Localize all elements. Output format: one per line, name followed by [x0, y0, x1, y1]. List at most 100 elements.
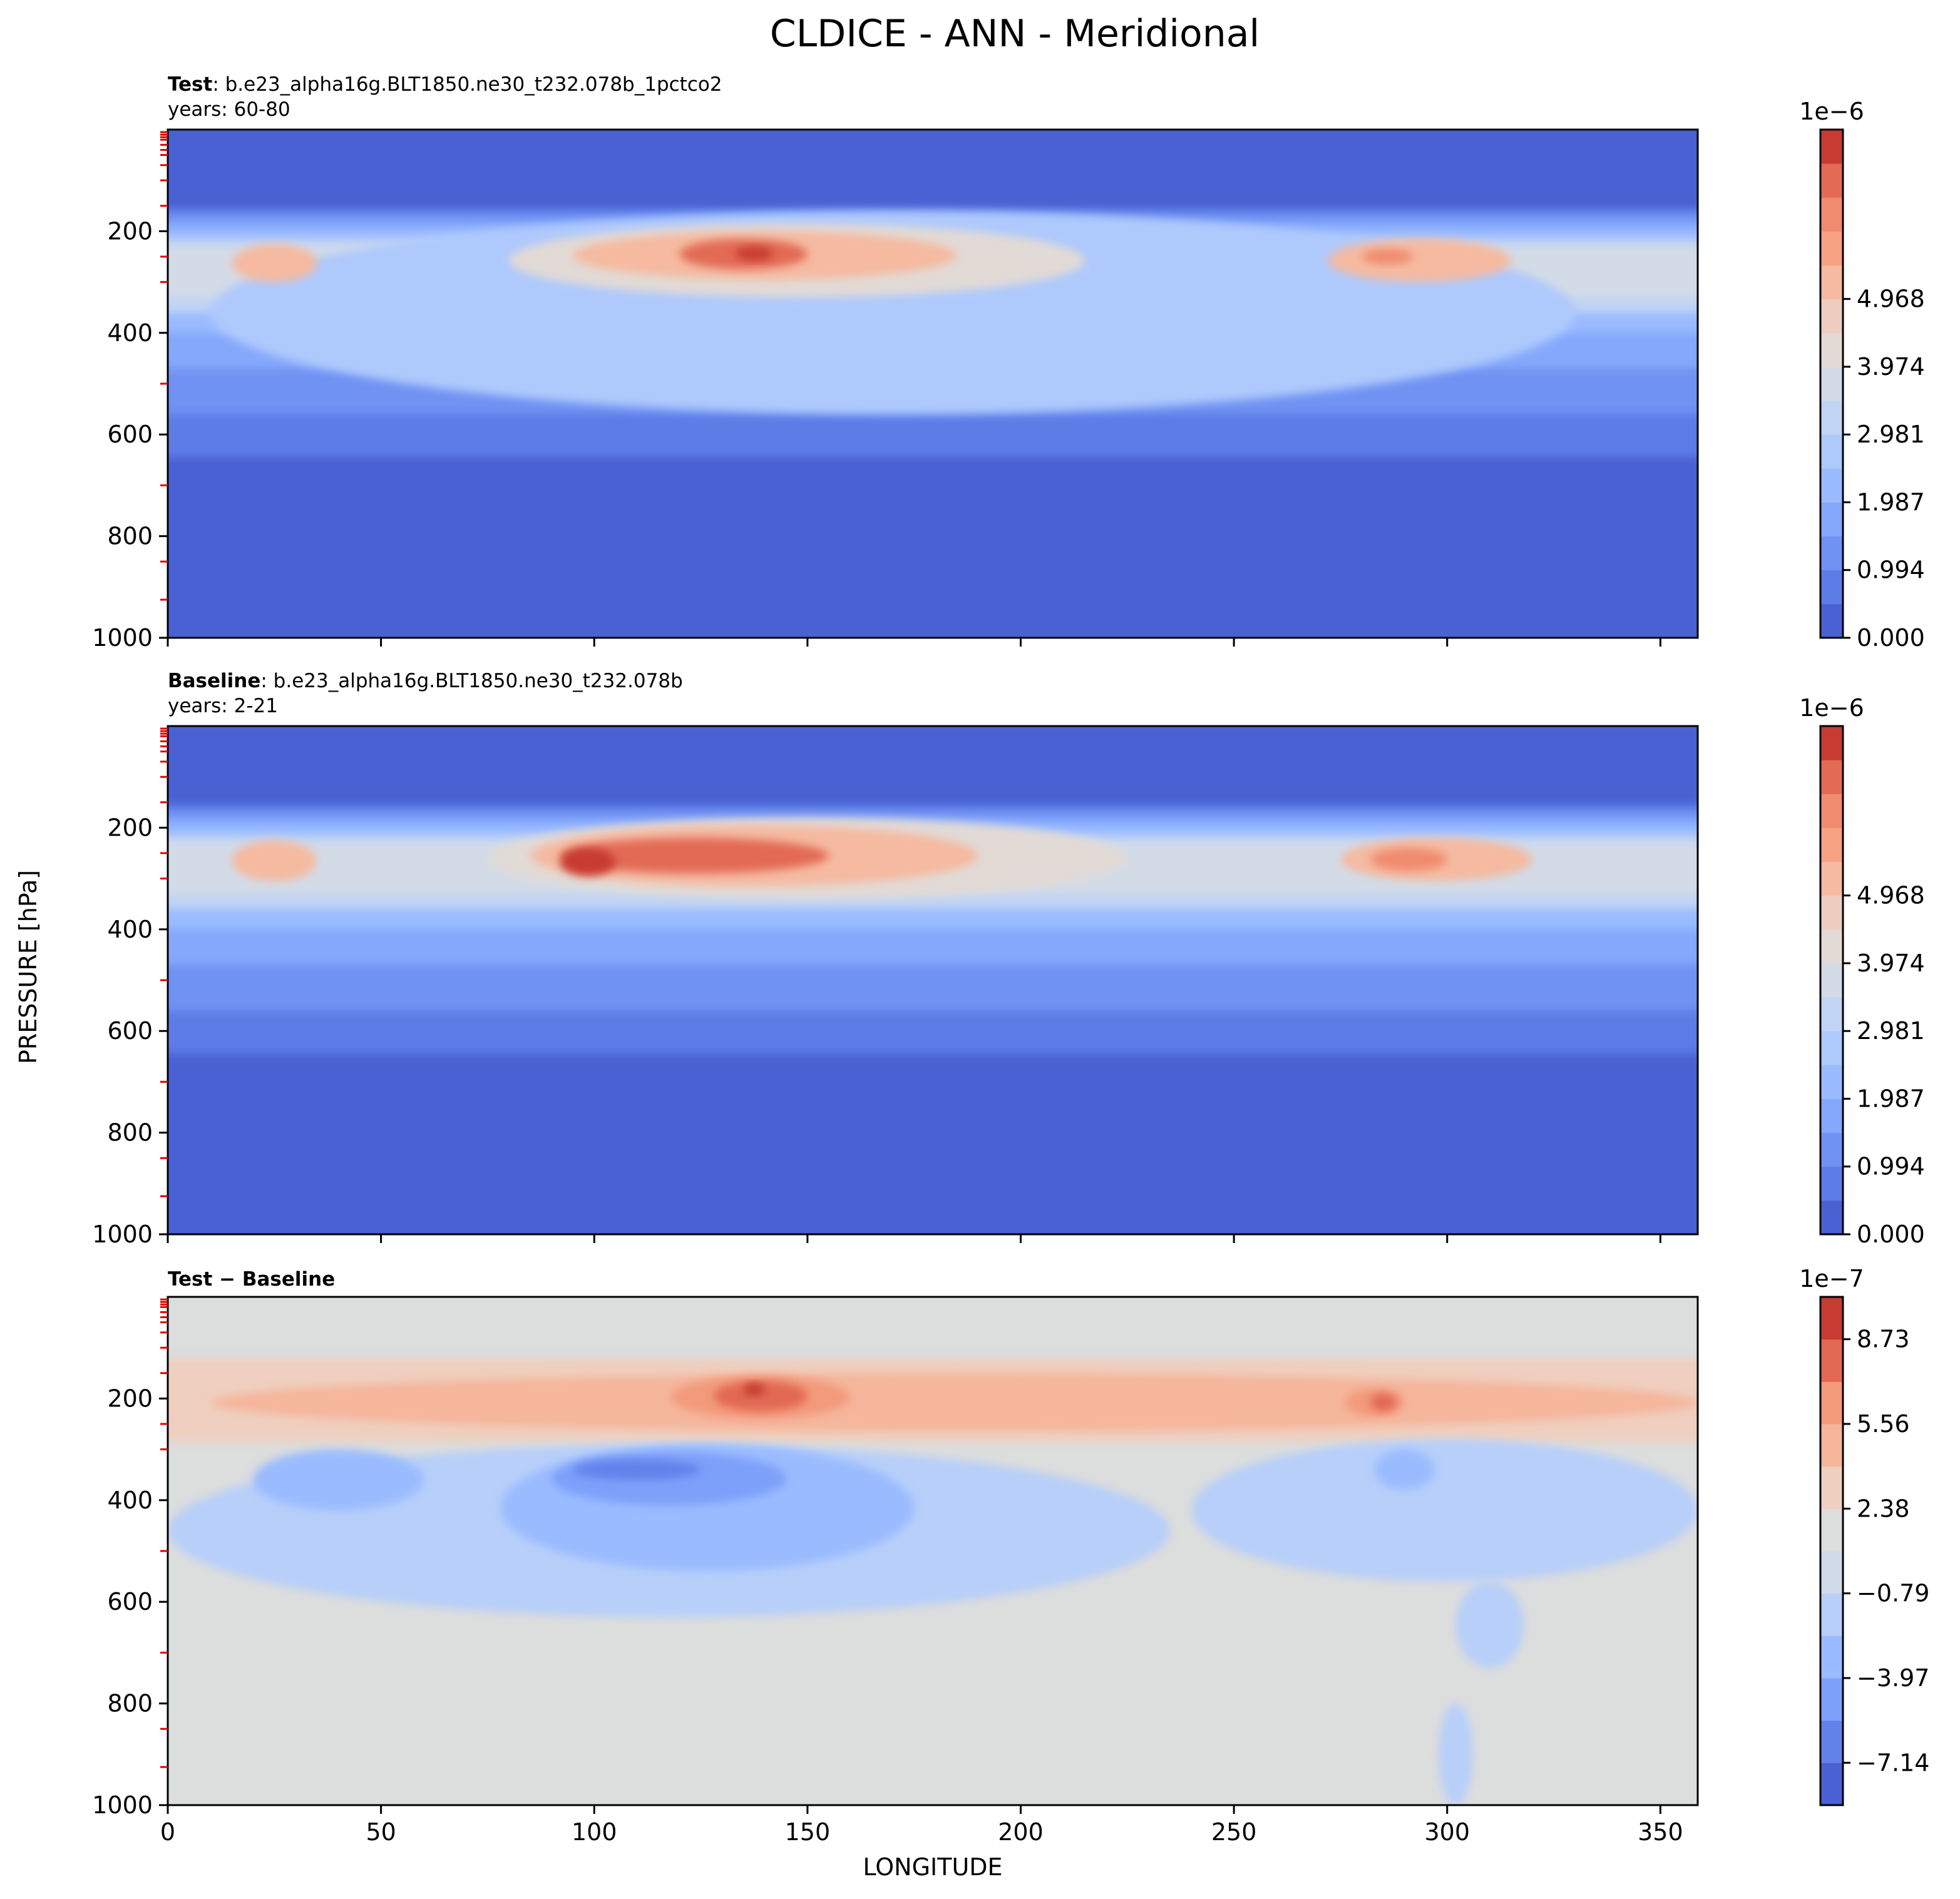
- colorbar-exponent: 1e−6: [1799, 98, 1864, 125]
- colorbar-segment: [1820, 299, 1843, 334]
- y-tick-label: 400: [107, 916, 153, 943]
- colorbar-tick-label: 1.987: [1857, 1085, 1925, 1112]
- y-tick-label: 400: [107, 319, 153, 347]
- colorbar-segment: [1820, 231, 1843, 266]
- colorbar-tick-label: 2.38: [1857, 1495, 1910, 1522]
- colorbar-tick-label: 2.981: [1857, 1017, 1925, 1045]
- colorbar-segment: [1820, 1593, 1843, 1636]
- y-tick-label: 1000: [92, 1791, 153, 1819]
- colorbar-tick-label: −0.79: [1857, 1580, 1929, 1607]
- colorbar-tick-label: 0.994: [1857, 556, 1925, 584]
- colorbar-tick-label: 5.56: [1857, 1410, 1910, 1438]
- colorbar-frame: [1819, 725, 1844, 1236]
- y-tick-label: 600: [107, 1588, 153, 1615]
- contour-region: [743, 1383, 765, 1396]
- colorbar-segment: [1820, 963, 1843, 998]
- colorbar-segment: [1820, 1678, 1843, 1721]
- panel-label-case: : b.e23_alpha16g.BLT1850.ne30_t232.078b_…: [212, 73, 722, 96]
- colorbar-segment: [1820, 502, 1843, 537]
- y-tick-label: 600: [107, 421, 153, 448]
- colorbar-tick-label: −7.14: [1857, 1749, 1929, 1776]
- contour-field: [168, 130, 1698, 638]
- x-tick-label: 0: [160, 1818, 175, 1846]
- colorbar-segment: [1820, 1381, 1843, 1425]
- colorbar: 0.000 0.994 1.987 2.981 3.974 4.968 1e−6: [1799, 694, 1925, 1248]
- colorbar-segment: [1820, 929, 1843, 964]
- colorbar-segment: [1820, 1065, 1843, 1099]
- colorbar-exponent: 1e−7: [1799, 1265, 1864, 1292]
- contour-region: [735, 246, 774, 261]
- contour-region: [573, 1459, 701, 1480]
- x-tick-label: 350: [1638, 1818, 1683, 1846]
- y-tick-label: 200: [107, 1385, 153, 1412]
- panel-label: Test − Baseline: [168, 1268, 335, 1291]
- colorbar-segment: [1820, 794, 1843, 828]
- y-tick-label: 400: [107, 1487, 153, 1514]
- colorbar: −7.14 −3.97 −0.79 2.38 5.56 8.73 1e−7: [1799, 1265, 1929, 1806]
- colorbar-segment: [1820, 570, 1843, 605]
- contour-region: [1374, 1449, 1435, 1490]
- contour-field: [168, 726, 1698, 1234]
- colorbar-segment: [1820, 163, 1843, 198]
- colorbar-exponent: 1e−6: [1799, 694, 1864, 722]
- contour-region: [253, 1449, 424, 1511]
- x-tick-label: 200: [998, 1818, 1044, 1846]
- contour-region: [1328, 238, 1511, 282]
- y-tick-label: 1000: [92, 624, 153, 652]
- baseline-panel: Baseline: b.e23_alpha16g.BLT1850.ne30_t2…: [92, 670, 1925, 1248]
- colorbar-segment: [1820, 1551, 1843, 1594]
- panel-years: years: 2-21: [168, 695, 278, 717]
- contour-region: [1455, 1581, 1524, 1668]
- panel-label-bold: Test − Baseline: [168, 1268, 335, 1291]
- colorbar-segment: [1820, 434, 1843, 469]
- y-tick-label: 1000: [92, 1221, 153, 1248]
- y-tick-label: 200: [107, 814, 153, 841]
- colorbar-tick-label: 0.000: [1857, 624, 1925, 652]
- colorbar-segment: [1820, 895, 1843, 930]
- contour-region: [1439, 1703, 1473, 1805]
- colorbar-segment: [1820, 760, 1843, 794]
- x-tick-label: 250: [1211, 1818, 1257, 1846]
- colorbar-segment: [1820, 726, 1843, 760]
- colorbar-tick-label: 0.000: [1857, 1221, 1925, 1248]
- x-tick-label: 50: [366, 1818, 396, 1846]
- contour-region: [1370, 1393, 1397, 1411]
- panel-label-case: : b.e23_alpha16g.BLT1850.ne30_t232.078b: [260, 670, 682, 692]
- colorbar-tick-label: −3.97: [1857, 1664, 1929, 1692]
- x-axis-label: LONGITUDE: [863, 1853, 1002, 1881]
- colorbar-segment: [1820, 1466, 1843, 1509]
- contour-region: [232, 243, 317, 282]
- colorbar-segment: [1820, 332, 1843, 367]
- contour-region: [1362, 248, 1414, 265]
- colorbar-segment: [1820, 1098, 1843, 1134]
- colorbar-segment: [1820, 1031, 1843, 1065]
- colorbar-segment: [1820, 1720, 1843, 1763]
- colorbar-segment: [1820, 265, 1843, 300]
- contour-field: [168, 1297, 1698, 1805]
- contour-region: [560, 847, 616, 876]
- colorbar-segment: [1820, 1763, 1843, 1806]
- y-tick-label: 800: [107, 1690, 153, 1717]
- colorbar-segment: [1820, 1166, 1843, 1201]
- figure-title: CLDICE - ANN - Meridional: [770, 12, 1260, 56]
- colorbar-tick-label: 3.974: [1857, 950, 1925, 977]
- colorbar-frame: [1819, 128, 1844, 639]
- colorbar-segment: [1820, 1200, 1843, 1235]
- panel-label: Test: b.e23_alpha16g.BLT1850.ne30_t232.0…: [168, 73, 722, 96]
- colorbar-tick-label: 2.981: [1857, 421, 1925, 448]
- x-tick-label: 100: [572, 1818, 617, 1846]
- colorbar-frame: [1819, 1296, 1844, 1806]
- panel-label: Baseline: b.e23_alpha16g.BLT1850.ne30_t2…: [168, 670, 683, 692]
- colorbar-tick-label: 3.974: [1857, 353, 1925, 381]
- colorbar-tick-label: 0.994: [1857, 1153, 1925, 1180]
- colorbar-segment: [1820, 861, 1843, 896]
- y-tick-label: 800: [107, 523, 153, 550]
- colorbar-segment: [1820, 997, 1843, 1031]
- contour-region: [552, 1451, 786, 1505]
- colorbar-tick-label: 4.968: [1857, 285, 1925, 313]
- contour-region: [714, 1380, 808, 1411]
- colorbar-segment: [1820, 1635, 1843, 1679]
- colorbar-segment: [1820, 197, 1843, 232]
